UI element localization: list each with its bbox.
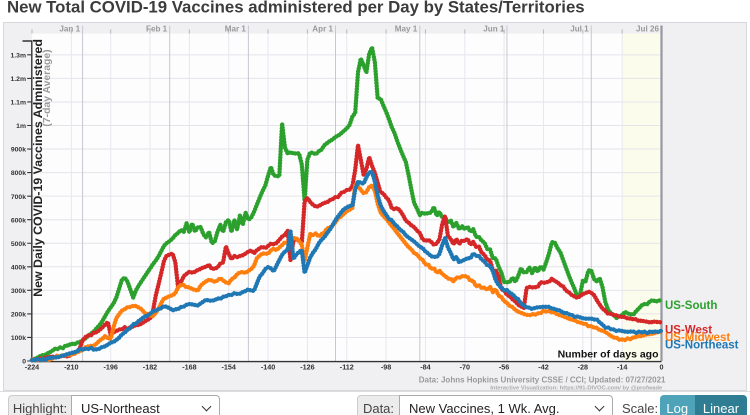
svg-text:0: 0 <box>22 359 26 366</box>
svg-text:-28: -28 <box>578 362 588 371</box>
svg-text:Mar 1: Mar 1 <box>225 25 247 34</box>
svg-text:-56: -56 <box>499 362 509 371</box>
svg-text:100k: 100k <box>11 335 26 342</box>
svg-text:800k: 800k <box>11 170 26 177</box>
svg-text:1.1m: 1.1m <box>11 100 27 107</box>
svg-text:-210: -210 <box>64 362 78 371</box>
svg-text:0: 0 <box>660 362 664 371</box>
svg-text:700k: 700k <box>11 194 26 201</box>
svg-text:400k: 400k <box>11 264 26 271</box>
svg-text:(7-day Average): (7-day Average) <box>42 49 53 126</box>
svg-text:1.3m: 1.3m <box>11 52 27 59</box>
svg-text:-196: -196 <box>104 362 118 371</box>
svg-text:Feb 1: Feb 1 <box>146 25 168 34</box>
svg-text:500k: 500k <box>11 241 26 248</box>
svg-text:-126: -126 <box>300 362 314 371</box>
svg-text:Jul 1: Jul 1 <box>570 25 589 34</box>
svg-text:-112: -112 <box>340 362 354 371</box>
svg-text:-182: -182 <box>143 362 157 371</box>
svg-text:Apr 1: Apr 1 <box>312 25 333 34</box>
svg-text:US-Northeast: US-Northeast <box>665 340 739 352</box>
svg-text:Jul 26: Jul 26 <box>636 25 659 34</box>
svg-text:Interactive Visualization: htt: Interactive Visualization: https://91-DI… <box>490 385 666 391</box>
svg-text:300k: 300k <box>11 288 26 295</box>
svg-text:600k: 600k <box>11 217 26 224</box>
svg-text:-168: -168 <box>182 362 196 371</box>
svg-text:US-Midwest: US-Midwest <box>665 332 730 344</box>
svg-text:-98: -98 <box>381 362 391 371</box>
svg-text:New Total COVID-19 Vaccines ad: New Total COVID-19 Vaccines administered… <box>7 0 585 17</box>
svg-text:New Daily COVID-19 Vaccines Ad: New Daily COVID-19 Vaccines Administered <box>31 39 45 297</box>
svg-text:900k: 900k <box>11 147 26 154</box>
svg-text:-84: -84 <box>420 362 430 371</box>
svg-text:1.2m: 1.2m <box>11 76 27 83</box>
svg-text:-140: -140 <box>261 362 275 371</box>
svg-text:-70: -70 <box>460 362 470 371</box>
svg-text:May 1: May 1 <box>395 25 418 34</box>
svg-text:Data: Johns Hopkins University: Data: Johns Hopkins University CSSE / CC… <box>419 376 666 385</box>
svg-text:-154: -154 <box>222 362 236 371</box>
svg-text:Jan 1: Jan 1 <box>59 25 80 34</box>
svg-text:1m: 1m <box>16 123 26 130</box>
svg-text:200k: 200k <box>11 312 26 319</box>
svg-text:Number of days ago: Number of days ago <box>558 349 659 361</box>
svg-text:-42: -42 <box>538 362 548 371</box>
svg-text:US-West: US-West <box>665 325 712 337</box>
svg-text:-14: -14 <box>617 362 627 371</box>
svg-text:US-South: US-South <box>665 300 717 312</box>
svg-text:Jun 1: Jun 1 <box>483 25 505 34</box>
svg-text:-224: -224 <box>25 362 39 371</box>
